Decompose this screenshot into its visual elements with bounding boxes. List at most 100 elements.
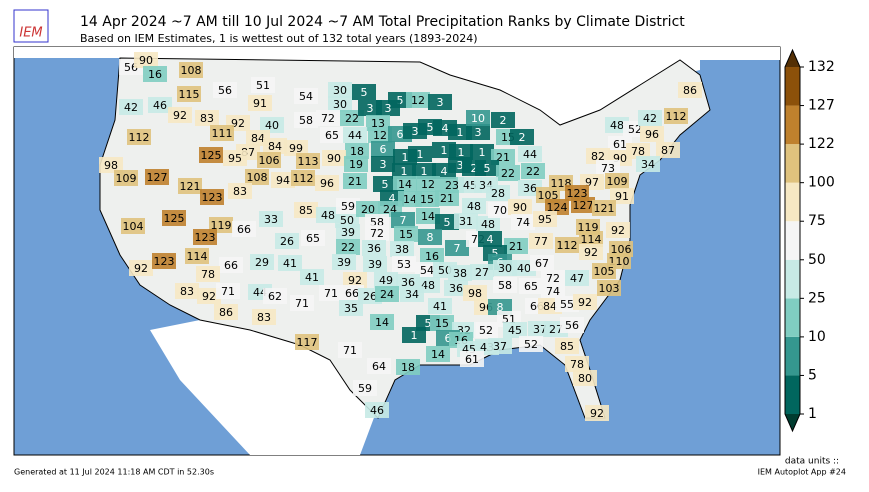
- district-rank: 5: [382, 178, 389, 191]
- district-rank: 96: [320, 177, 334, 190]
- district: [448, 265, 472, 281]
- district-rank: 74: [546, 285, 560, 298]
- district: [420, 248, 444, 264]
- district: [470, 144, 494, 160]
- district-rank: 62: [268, 290, 282, 303]
- district: [678, 82, 702, 98]
- district-rank: 41: [305, 271, 319, 284]
- district: [573, 370, 597, 386]
- district-rank: 117: [297, 336, 318, 349]
- district: [336, 198, 360, 214]
- district: [300, 269, 324, 285]
- district-rank: 26: [363, 290, 377, 303]
- district: [656, 142, 680, 158]
- district: [228, 183, 252, 199]
- district: [491, 112, 515, 128]
- district-rank: 3: [457, 159, 464, 172]
- colorbar-under: [785, 414, 800, 431]
- footer-app: IEM Autoplot App #24: [758, 468, 846, 477]
- district-rank: 51: [256, 79, 270, 92]
- district-rank: 1: [479, 146, 486, 159]
- district: [529, 233, 553, 249]
- district: [257, 152, 281, 168]
- district-rank: 4: [442, 122, 449, 135]
- district: [260, 117, 284, 133]
- colorbar-tick-label: 5: [808, 367, 817, 383]
- district-rank: 59: [341, 200, 355, 213]
- district-rank: 64: [372, 360, 386, 373]
- district-rank: 40: [265, 119, 279, 132]
- district: [121, 218, 145, 234]
- district-rank: 78: [631, 145, 645, 158]
- district: [430, 315, 454, 331]
- district-rank: 78: [201, 268, 215, 281]
- district-rank: 108: [181, 64, 202, 77]
- district-rank: 85: [560, 340, 574, 353]
- district-rank: 113: [298, 155, 319, 168]
- district-rank: 45: [463, 179, 477, 192]
- district: [353, 380, 377, 396]
- district-rank: 42: [643, 112, 657, 125]
- district-rank: 37: [533, 323, 547, 336]
- district: [178, 178, 202, 194]
- district: [408, 146, 432, 162]
- colorbar-tick-label: 122: [808, 136, 835, 152]
- district-rank: 98: [104, 159, 118, 172]
- district: [345, 143, 369, 159]
- district-rank: 65: [306, 232, 320, 245]
- district-rank: 94: [276, 174, 290, 187]
- district: [435, 190, 459, 206]
- district-rank: 36: [449, 282, 463, 295]
- district: [541, 270, 565, 286]
- district-rank: 56: [218, 84, 232, 97]
- colorbar-bin: [785, 375, 800, 414]
- district: [493, 260, 517, 276]
- district: [301, 230, 325, 246]
- district-rank: 4: [441, 165, 448, 178]
- district-rank: 92: [173, 109, 187, 122]
- district-rank: 54: [420, 264, 434, 277]
- district-rank: 27: [475, 266, 489, 279]
- district-rank: 2: [471, 162, 478, 175]
- district: [344, 156, 368, 172]
- district-rank: 38: [453, 267, 467, 280]
- district-rank: 52: [524, 338, 538, 351]
- district: [486, 185, 510, 201]
- district: [175, 283, 199, 299]
- colorbar-bin: [785, 259, 800, 299]
- district: [356, 201, 380, 217]
- district: [392, 163, 416, 179]
- district: [476, 216, 500, 232]
- district: [196, 266, 220, 282]
- district-rank: 119: [578, 221, 599, 234]
- district-rank: 92: [611, 224, 625, 237]
- district-rank: 12: [411, 94, 425, 107]
- district-rank: 6: [380, 143, 387, 156]
- district-rank: 123: [567, 187, 588, 200]
- district-rank: 41: [283, 257, 297, 270]
- district: [454, 213, 478, 229]
- district: [560, 317, 584, 333]
- district-rank: 70: [493, 204, 507, 217]
- district: [315, 175, 339, 191]
- district: [213, 82, 237, 98]
- district-rank: 22: [345, 112, 359, 125]
- district-rank: 106: [259, 154, 280, 167]
- district-rank: 44: [348, 129, 362, 142]
- district-rank: 67: [535, 257, 549, 270]
- district: [541, 283, 565, 299]
- district-rank: 39: [337, 256, 351, 269]
- district: [320, 127, 344, 143]
- district-rank: 4: [389, 192, 396, 205]
- district: [445, 240, 469, 256]
- district-rank: 74: [516, 216, 530, 229]
- district-rank: 71: [295, 297, 309, 310]
- district: [402, 327, 426, 343]
- district: [143, 66, 167, 82]
- district-rank: 127: [147, 171, 168, 184]
- district-rank: 38: [395, 243, 409, 256]
- district: [343, 272, 367, 288]
- district: [555, 338, 579, 354]
- district: [475, 160, 499, 176]
- district-rank: 36: [401, 276, 415, 289]
